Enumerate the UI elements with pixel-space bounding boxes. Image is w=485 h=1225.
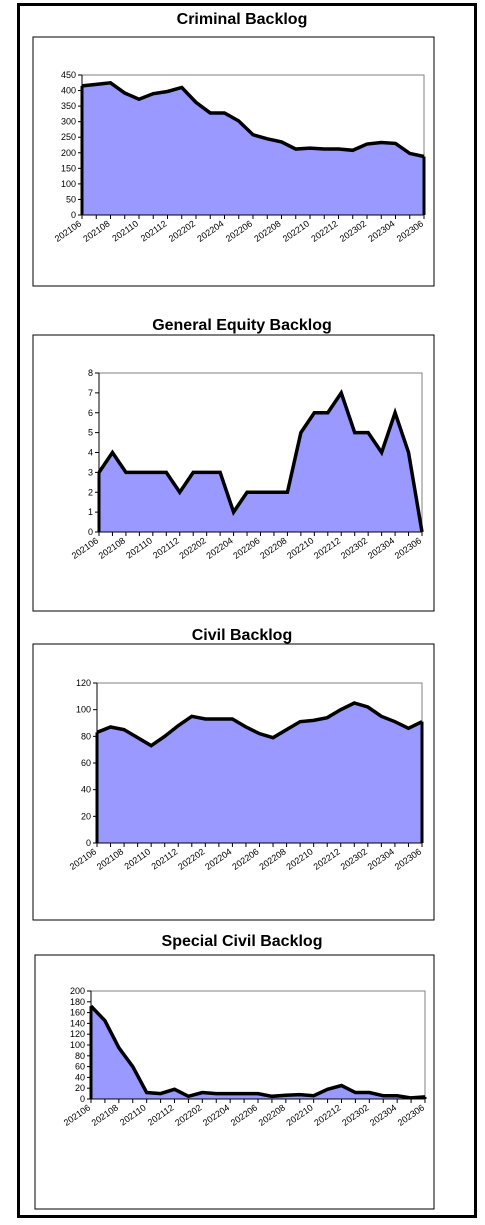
series-line [81,80,425,159]
y-tick-label: 180 [70,997,85,1007]
y-tick-label: 80 [75,1051,85,1061]
series-line [96,701,423,748]
chart-general-equity: General Equity Backlog012345678202106202… [32,317,435,612]
y-tick-label: 200 [61,148,76,158]
y-tick-label: 3 [88,467,93,477]
chart-title: General Equity Backlog [152,317,332,334]
y-tick-label: 250 [61,132,76,142]
y-tick-label: 80 [81,731,91,741]
chart-title: Criminal Backlog [177,11,308,28]
y-tick-label: 5 [88,428,93,438]
y-tick-label: 4 [88,448,93,458]
y-tick-label: 120 [76,678,91,688]
chart-title: Special Civil Backlog [162,933,323,950]
y-tick-label: 200 [70,986,85,996]
y-tick-label: 120 [70,1029,85,1039]
y-tick-label: 6 [88,408,93,418]
y-tick-label: 400 [61,86,76,96]
y-tick-label: 1 [88,507,93,517]
chart-civil: Civil Backlog020406080100120202106202108… [32,627,435,921]
y-tick-label: 2 [88,487,93,497]
plot-area [90,990,426,1100]
y-tick-label: 60 [75,1062,85,1072]
series-area [97,703,422,843]
y-tick-label: 40 [81,785,91,795]
y-tick-label: 300 [61,117,76,127]
y-tick-label: 100 [70,1040,85,1050]
y-tick-label: 8 [88,368,93,378]
series-line [89,1004,426,1100]
y-tick-label: 350 [61,101,76,111]
y-tick-label: 60 [81,758,91,768]
y-tick-label: 140 [70,1018,85,1028]
y-tick-label: 0 [88,527,93,537]
y-tick-label: 0 [80,1094,85,1104]
y-tick-label: 0 [86,838,91,848]
chart-title: Civil Backlog [192,627,292,644]
y-tick-label: 20 [75,1083,85,1093]
y-tick-label: 100 [76,705,91,715]
y-tick-label: 50 [66,194,76,204]
y-tick-label: 450 [61,70,76,80]
y-tick-label: 7 [88,388,93,398]
y-tick-label: 20 [81,811,91,821]
series-area [99,392,422,532]
y-tick-label: 150 [61,163,76,173]
series-area [91,1006,425,1099]
chart-special-civil: Special Civil Backlog0204060801001201401… [34,933,435,1210]
series-line [97,388,424,533]
series-area [82,82,424,215]
y-tick-label: 0 [71,210,76,220]
y-tick-label: 160 [70,1008,85,1018]
chart-criminal: Criminal Backlog 0 50 100 150 200 250 300 350 400… [32,11,435,287]
y-tick-label: 100 [61,179,76,189]
y-tick-label: 40 [75,1072,85,1082]
